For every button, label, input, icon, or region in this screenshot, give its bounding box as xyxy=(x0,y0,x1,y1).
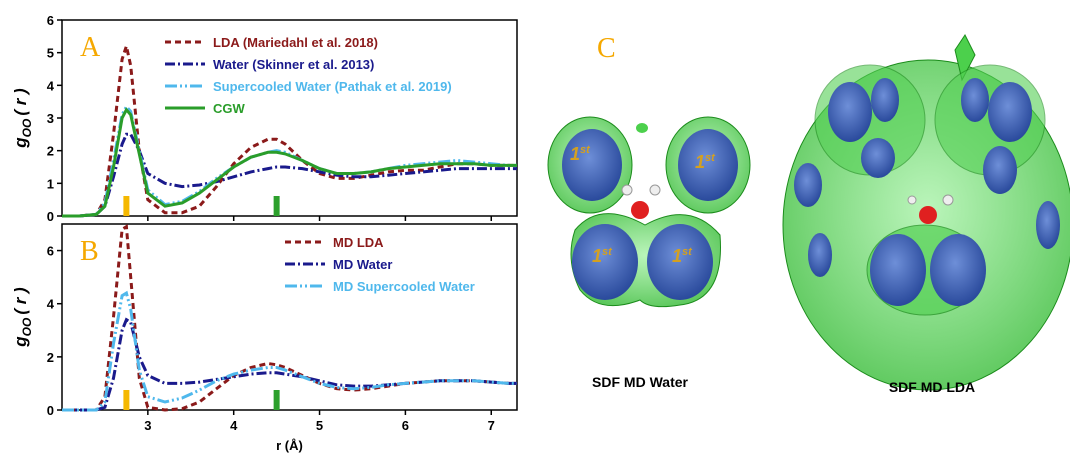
series-line xyxy=(62,290,517,412)
shell-sup: st xyxy=(705,152,716,164)
y-tick-label: 1 xyxy=(47,176,54,191)
shell-main: 1 xyxy=(592,246,602,266)
y-tick-label: 5 xyxy=(47,46,54,61)
y-tick-label: 0 xyxy=(47,403,54,418)
y-label-tail: ( r ) xyxy=(11,287,30,315)
legend-label: LDA (Mariedahl et al. 2018) xyxy=(213,35,378,50)
plot-frame xyxy=(61,223,518,411)
y-tick-label: 2 xyxy=(47,350,54,365)
shell-label: 1st xyxy=(672,246,693,266)
y-axis-label: gOO ( r ) xyxy=(11,88,34,149)
x-tick-label: 3 xyxy=(144,418,151,433)
shell-label: 1st xyxy=(570,144,591,164)
x-tick-label: 5 xyxy=(316,418,323,433)
series-line xyxy=(62,103,517,218)
position-marker xyxy=(123,196,130,216)
y-label-sub: OO xyxy=(20,317,34,336)
y-axis-label: gOO ( r ) xyxy=(11,287,34,348)
shell-label: 1st xyxy=(592,246,613,266)
shell-main: 1 xyxy=(695,152,705,172)
y-tick-label: 4 xyxy=(47,297,55,312)
legend-label: Water (Skinner et al. 2013) xyxy=(213,57,374,72)
series-line xyxy=(62,224,517,412)
legend-label: Supercooled Water (Pathak et al. 2019) xyxy=(213,79,452,94)
position-marker xyxy=(273,390,280,410)
panel-label: A xyxy=(80,32,101,63)
series-line xyxy=(62,107,517,218)
shell-sup: st xyxy=(602,246,613,258)
x-tick-label: 4 xyxy=(230,418,238,433)
y-label-main: g xyxy=(11,137,30,149)
shell-main: 1 xyxy=(672,246,682,266)
shell-sup: st xyxy=(682,246,693,258)
shell-sup: st xyxy=(580,144,591,156)
y-label-sub: OO xyxy=(20,118,34,137)
series-line xyxy=(62,317,517,412)
legend-label: CGW xyxy=(213,101,246,116)
caption: SDF MD Water xyxy=(592,374,688,390)
panel-label: C xyxy=(597,33,616,64)
sdf-lda xyxy=(782,34,1070,391)
x-tick-label: 7 xyxy=(488,418,495,433)
legend-label: MD LDA xyxy=(333,235,384,250)
y-tick-label: 0 xyxy=(47,209,54,224)
y-label-main: g xyxy=(11,336,30,348)
position-marker xyxy=(273,196,280,216)
y-tick-label: 3 xyxy=(47,111,54,126)
y-tick-label: 2 xyxy=(47,144,54,159)
sdf-water xyxy=(547,116,751,308)
shell-main: 1 xyxy=(570,144,580,164)
y-tick-label: 4 xyxy=(47,78,55,93)
x-tick-label: 6 xyxy=(402,418,409,433)
panel-label: B xyxy=(80,236,99,267)
caption: SDF MD LDA xyxy=(889,379,975,395)
y-label-tail: ( r ) xyxy=(11,88,30,116)
position-marker xyxy=(123,390,130,410)
y-tick-label: 6 xyxy=(47,13,54,28)
legend-label: MD Supercooled Water xyxy=(333,279,475,294)
x-axis-label: r (Å) xyxy=(276,438,303,453)
shell-label: 1st xyxy=(695,152,716,172)
series-line xyxy=(62,132,517,218)
legend-label: MD Water xyxy=(333,257,392,272)
y-tick-label: 6 xyxy=(47,244,54,259)
